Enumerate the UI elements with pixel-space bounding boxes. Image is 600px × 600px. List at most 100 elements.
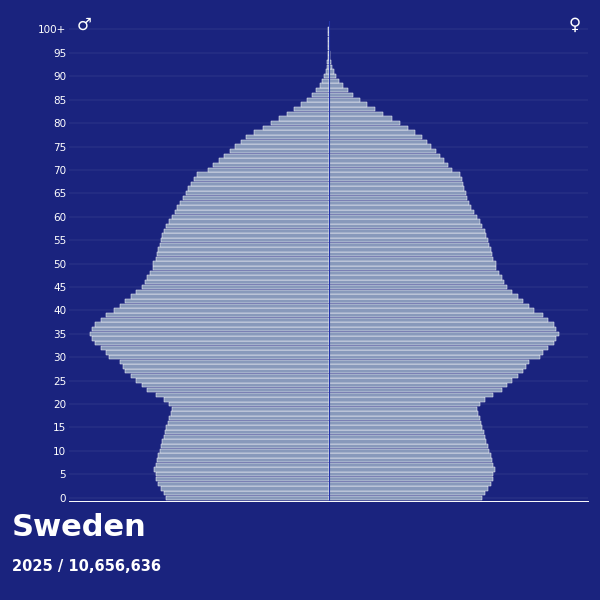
Bar xyxy=(158,482,329,486)
Bar xyxy=(329,294,518,299)
Bar xyxy=(329,430,484,434)
Bar xyxy=(329,215,477,219)
Bar xyxy=(329,304,529,308)
Bar xyxy=(329,125,408,130)
Bar xyxy=(175,210,329,214)
Bar xyxy=(329,416,479,420)
Bar xyxy=(329,439,487,443)
Bar xyxy=(329,449,489,453)
Bar xyxy=(183,196,329,200)
Bar xyxy=(329,444,488,448)
Bar xyxy=(142,383,329,388)
Bar xyxy=(147,388,329,392)
Bar xyxy=(165,430,329,434)
Bar xyxy=(322,79,329,83)
Bar xyxy=(230,149,329,154)
Bar xyxy=(254,130,329,134)
Bar xyxy=(166,425,329,430)
Bar xyxy=(329,107,375,111)
Bar xyxy=(329,121,400,125)
Bar xyxy=(158,247,329,251)
Bar xyxy=(329,79,339,83)
Bar xyxy=(329,392,493,397)
Bar xyxy=(197,172,329,177)
Bar xyxy=(329,477,493,481)
Bar xyxy=(120,360,329,364)
Bar xyxy=(329,88,348,92)
Bar xyxy=(263,125,329,130)
Bar xyxy=(329,290,512,294)
Bar xyxy=(329,496,482,500)
Bar xyxy=(329,98,360,102)
Bar xyxy=(329,491,485,495)
Bar xyxy=(279,116,329,121)
Bar xyxy=(160,449,329,453)
Bar xyxy=(328,55,329,59)
Bar xyxy=(329,182,463,186)
Bar xyxy=(147,275,329,280)
Bar xyxy=(170,411,329,416)
Bar xyxy=(329,463,493,467)
Bar xyxy=(329,275,502,280)
Bar xyxy=(218,158,329,163)
Bar xyxy=(122,364,329,369)
Bar xyxy=(160,242,329,247)
Bar xyxy=(95,322,329,326)
Bar xyxy=(161,238,329,242)
Bar xyxy=(329,402,479,406)
Bar xyxy=(131,294,329,299)
Bar xyxy=(161,444,329,448)
Bar xyxy=(307,98,329,102)
Bar xyxy=(329,482,491,486)
Bar xyxy=(155,472,329,476)
Bar xyxy=(329,233,487,238)
Bar xyxy=(164,397,329,401)
Bar xyxy=(329,55,330,59)
Bar xyxy=(115,308,329,313)
Bar xyxy=(109,355,329,359)
Bar xyxy=(329,407,477,411)
Bar xyxy=(329,486,488,491)
Text: Sweden: Sweden xyxy=(12,513,147,542)
Bar xyxy=(329,140,427,144)
Bar xyxy=(329,205,471,209)
Bar xyxy=(329,196,467,200)
Bar xyxy=(329,93,353,97)
Bar xyxy=(235,145,329,149)
Bar xyxy=(326,70,329,74)
Bar xyxy=(224,154,329,158)
Bar xyxy=(178,205,329,209)
Bar xyxy=(172,215,329,219)
Bar xyxy=(329,229,485,233)
Bar xyxy=(136,379,329,383)
Bar xyxy=(294,107,329,111)
Bar xyxy=(329,145,431,149)
Bar xyxy=(168,421,329,425)
Bar xyxy=(329,102,367,107)
Bar xyxy=(329,411,478,416)
Bar xyxy=(158,454,329,458)
Bar xyxy=(329,472,493,476)
Text: 2025 / 10,656,636: 2025 / 10,656,636 xyxy=(12,559,161,574)
Bar xyxy=(271,121,329,125)
Bar xyxy=(169,416,329,420)
Bar xyxy=(329,238,488,242)
Bar xyxy=(161,486,329,491)
Bar xyxy=(329,383,507,388)
Bar xyxy=(329,168,452,172)
Bar xyxy=(329,355,540,359)
Bar xyxy=(101,346,329,350)
Bar xyxy=(241,140,329,144)
Bar xyxy=(329,158,444,163)
Bar xyxy=(329,135,422,139)
Bar xyxy=(329,322,554,326)
Bar xyxy=(329,397,485,401)
Bar xyxy=(329,327,556,331)
Bar xyxy=(329,70,334,74)
Bar xyxy=(301,102,329,107)
Bar xyxy=(157,458,329,463)
Bar xyxy=(329,210,474,214)
Bar xyxy=(329,379,512,383)
Bar xyxy=(329,341,554,346)
Bar xyxy=(329,425,482,430)
